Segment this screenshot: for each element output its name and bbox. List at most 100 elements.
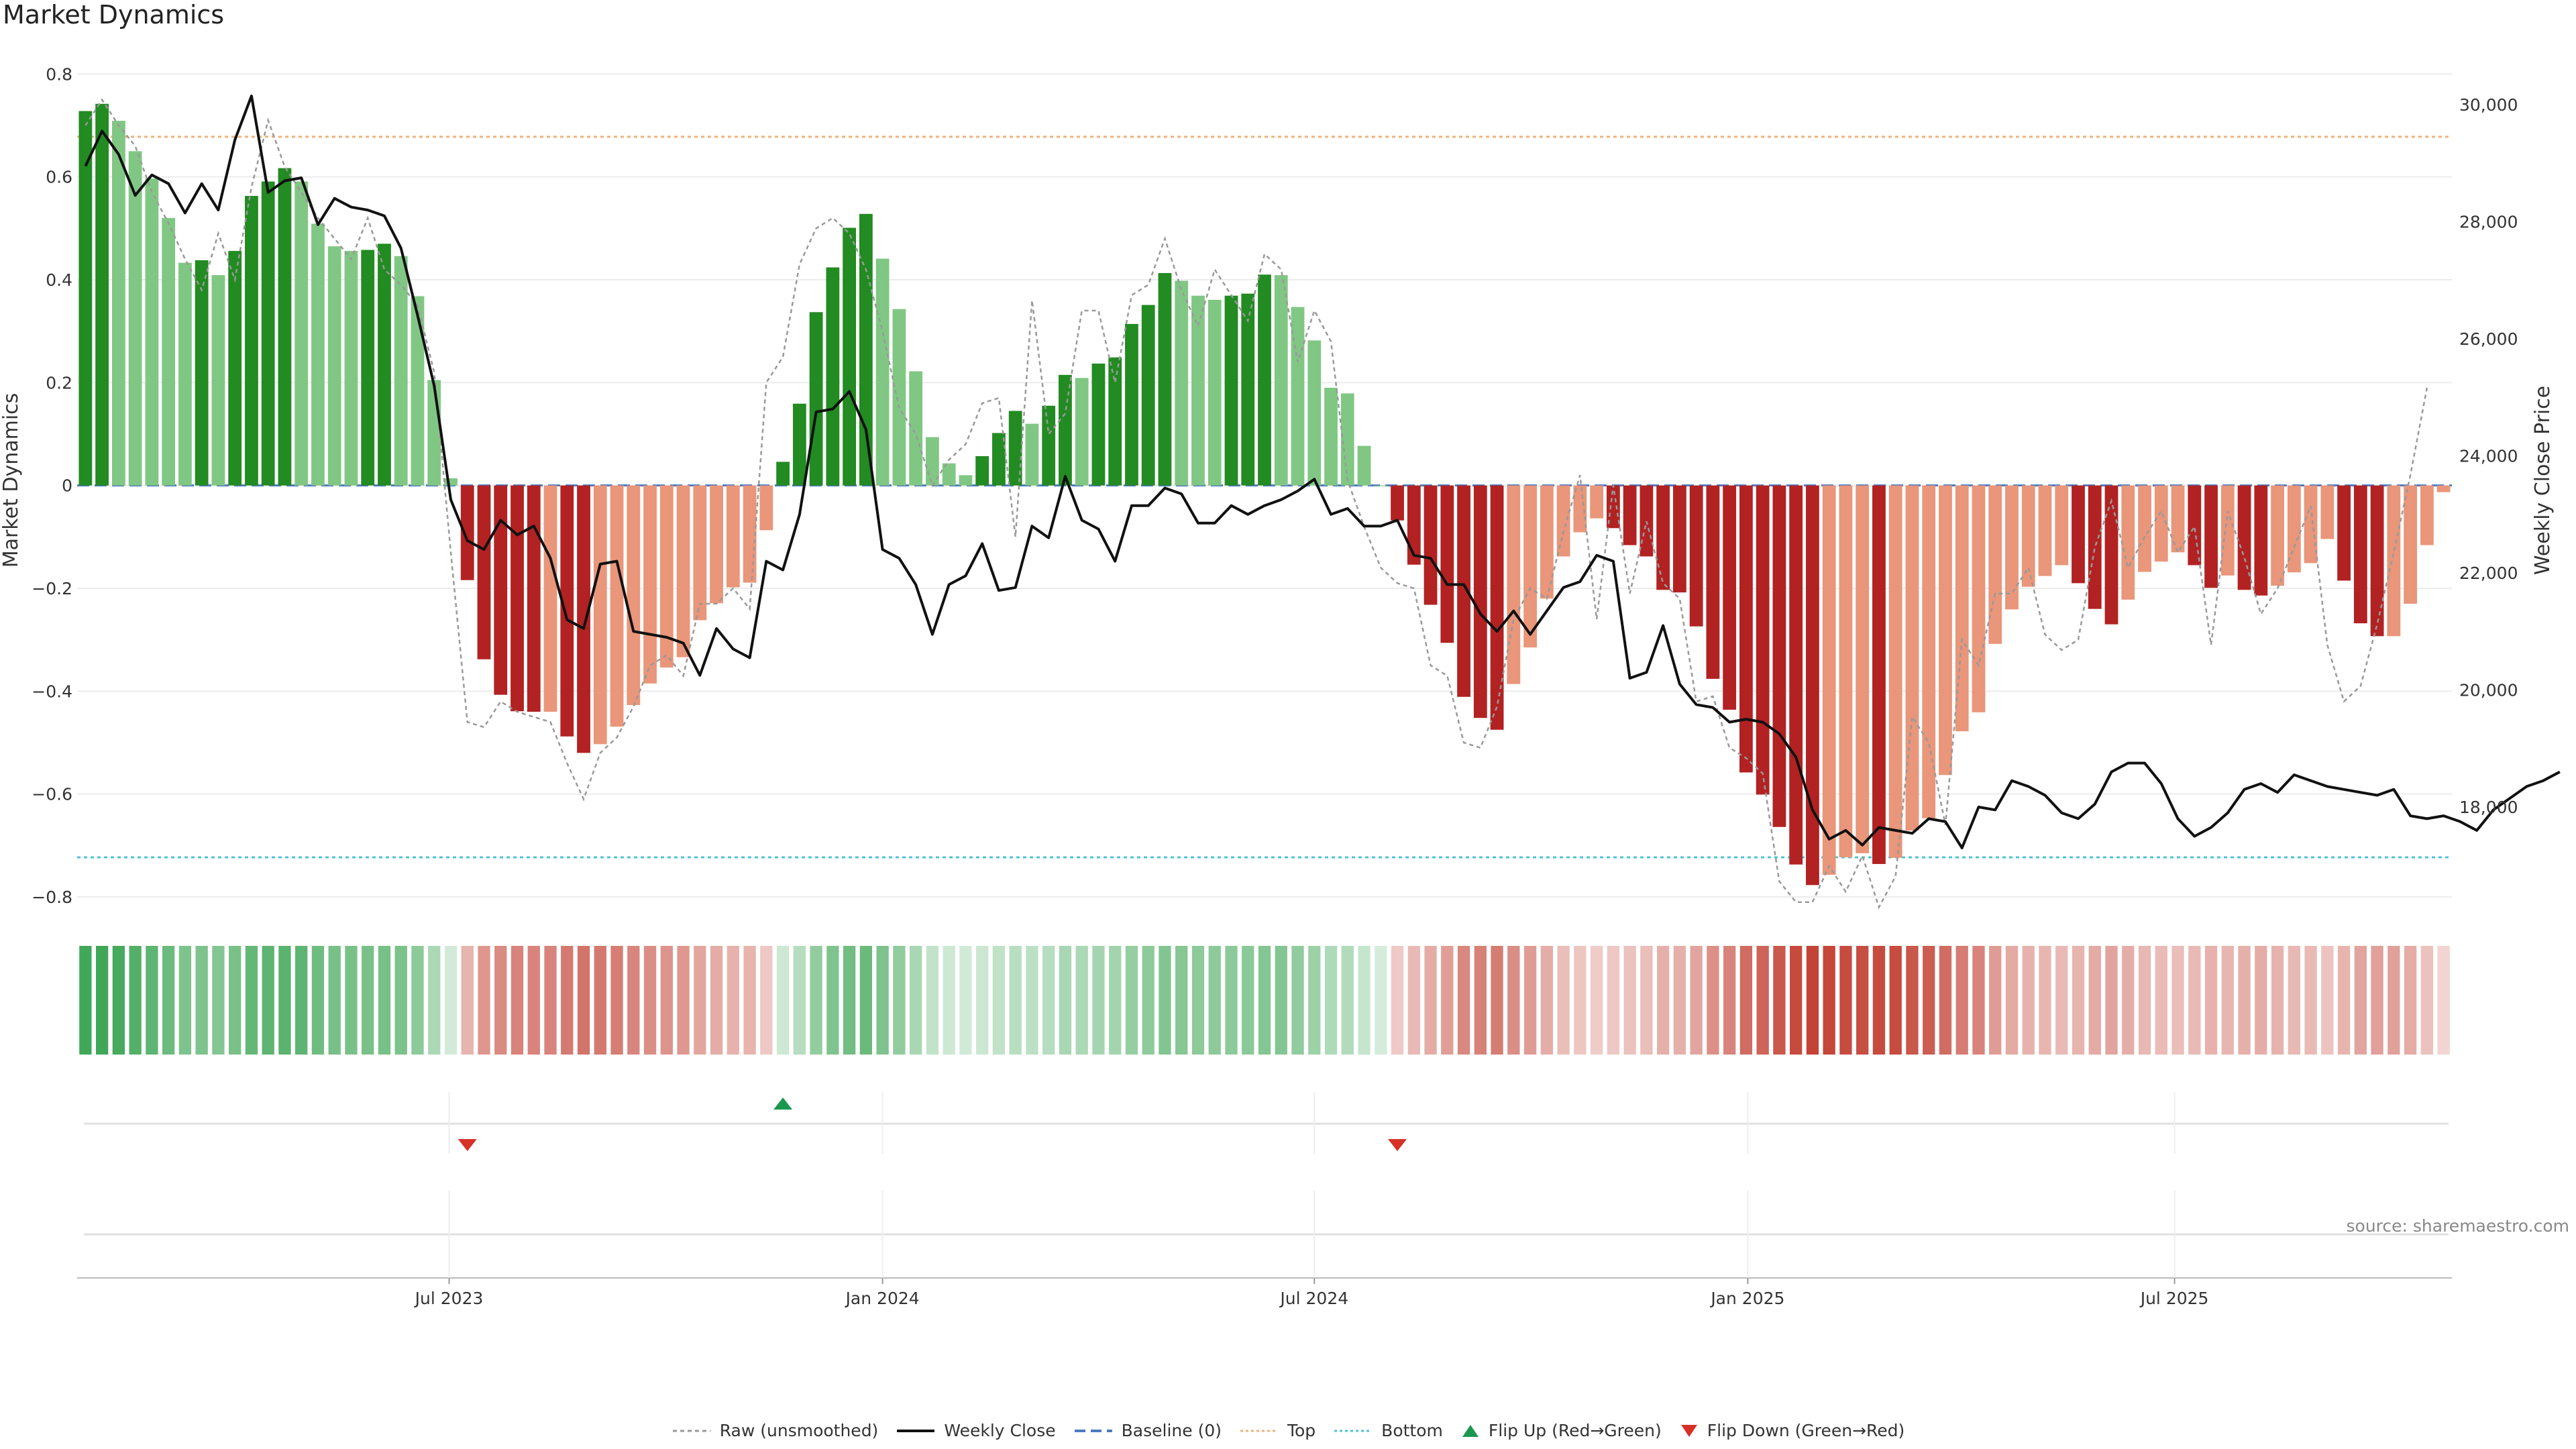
dynamics-bar (959, 475, 973, 486)
regime-strip-cell (677, 946, 690, 1055)
dynamics-bar (111, 121, 125, 486)
regime-strip-cell (1042, 946, 1055, 1055)
regime-strip-cell (694, 946, 706, 1055)
dynamics-bar (1523, 485, 1537, 648)
dynamics-bar (2370, 485, 2384, 637)
dashed-blue-line-icon (1074, 1429, 1112, 1432)
regime-strip-cell (1557, 946, 1570, 1055)
regime-strip-cell (2238, 946, 2251, 1055)
y2-tick-label: 28,000 (2459, 213, 2518, 232)
dynamics-bar (278, 168, 292, 486)
dynamics-bar (294, 181, 309, 486)
regime-strip-cell (378, 946, 391, 1055)
regime-strip-cell (2437, 946, 2450, 1055)
dynamics-bar (1739, 485, 1753, 773)
x-axis: Jul 2023 Jan 2024 Jul 2024 Jan 2025 Jul 2025 (77, 1092, 2452, 1308)
regime-strip-cell (511, 946, 524, 1055)
regime-strip-cell (1790, 946, 1803, 1055)
dynamics-bar (1972, 485, 1986, 712)
dynamics-bar (1955, 485, 1969, 732)
y-tick-label: 0.2 (46, 373, 72, 392)
regime-strip-cell (2138, 946, 2151, 1055)
dynamics-bar (992, 433, 1006, 486)
dynamics-bar (1042, 405, 1056, 486)
regime-strip-cell (2039, 946, 2051, 1055)
dynamics-bar (2171, 485, 2185, 553)
regime-strip-cell (627, 946, 640, 1055)
regime-strip-cell (428, 946, 441, 1055)
regime-strip-cell (1424, 946, 1437, 1055)
dynamics-bar (1340, 393, 1354, 486)
dynamics-bar (1672, 485, 1686, 593)
regime-strip-cell (1739, 946, 1753, 1055)
regime-strip-cell (1242, 946, 1254, 1055)
regime-strip-cell (544, 946, 557, 1055)
dynamics-bar (1125, 323, 1138, 486)
dynamics-bar (1789, 485, 1803, 865)
dynamics-bar (1258, 274, 1271, 486)
regime-strip-cell (494, 946, 507, 1055)
dynamics-bar (1922, 485, 1936, 818)
regime-strip-cell (1673, 946, 1686, 1055)
regime-strip-cell (394, 946, 407, 1055)
dynamics-bar (1059, 374, 1072, 486)
regime-strip-cell (2337, 946, 2351, 1055)
regime-strip-cell (959, 946, 972, 1055)
chart-title: Market Dynamics (3, 0, 225, 30)
dynamics-bar (892, 309, 906, 486)
regime-strip-cell (2321, 946, 2334, 1055)
regime-strip-cell (1723, 946, 1736, 1055)
regime-strip-cell (1291, 946, 1304, 1055)
regime-strip-cell (2271, 946, 2284, 1055)
regime-strip-cell (1623, 946, 1636, 1055)
regime-strip-cell (212, 946, 225, 1055)
regime-strip-cell (2022, 946, 2035, 1055)
regime-strip-cell (1507, 946, 1520, 1055)
triangle-down-icon (1680, 1424, 1697, 1437)
dynamics-bar (211, 275, 225, 486)
dynamics-bar (1756, 485, 1770, 795)
dynamics-bar (2021, 485, 2035, 587)
dynamics-bar (128, 151, 142, 486)
dynamics-bar (1091, 363, 1106, 486)
dynamics-bar (427, 380, 441, 486)
dynamics-bar (1473, 485, 1487, 718)
regime-strip-cell (1574, 946, 1587, 1055)
regime-strip-cell (345, 946, 358, 1055)
y-tick-label: −0.2 (32, 579, 72, 598)
regime-strip-cell (1075, 946, 1088, 1055)
regime-strip-cell (2255, 946, 2267, 1055)
dynamics-bar (1623, 485, 1637, 545)
dynamics-bar (2204, 485, 2218, 588)
flip-up-marker (773, 1097, 793, 1110)
dynamics-bar (1075, 378, 1089, 486)
dynamics-bar (527, 485, 541, 712)
dynamics-bar (1706, 485, 1720, 679)
regime-strip-cell (1889, 946, 1902, 1055)
dotted-orange-line-icon (1240, 1430, 1278, 1432)
y2-tick-label: 22,000 (2459, 564, 2518, 583)
dynamics-bar (560, 485, 574, 737)
dynamics-bar (1723, 485, 1737, 710)
regime-strip-cell (1972, 946, 1985, 1055)
regime-strip-cell (1872, 946, 1886, 1055)
regime-strip-cell (1109, 946, 1122, 1055)
dynamics-bar (261, 181, 275, 486)
dynamics-bar (460, 485, 474, 580)
regime-strip-cell (1441, 946, 1454, 1055)
regime-strip-cell (561, 946, 574, 1055)
y-axis-label: Market Dynamics (0, 393, 23, 568)
regime-strip-cell (743, 946, 756, 1055)
dynamics-bar (1490, 485, 1504, 730)
regime-strip-cell (1839, 946, 1852, 1055)
x-tick-label: Jul 2023 (414, 1289, 484, 1308)
dynamics-bar (975, 455, 989, 486)
x-tick-label: Jul 2024 (1279, 1289, 1348, 1308)
regime-strip-cell (112, 946, 125, 1055)
dynamics-bar (1939, 485, 1952, 775)
dynamics-bar (710, 485, 723, 604)
regime-strip-cell (1756, 946, 1769, 1055)
regime-strip-cell (2354, 946, 2367, 1055)
regime-strip-cell (162, 946, 175, 1055)
dynamics-bar (2138, 485, 2151, 572)
